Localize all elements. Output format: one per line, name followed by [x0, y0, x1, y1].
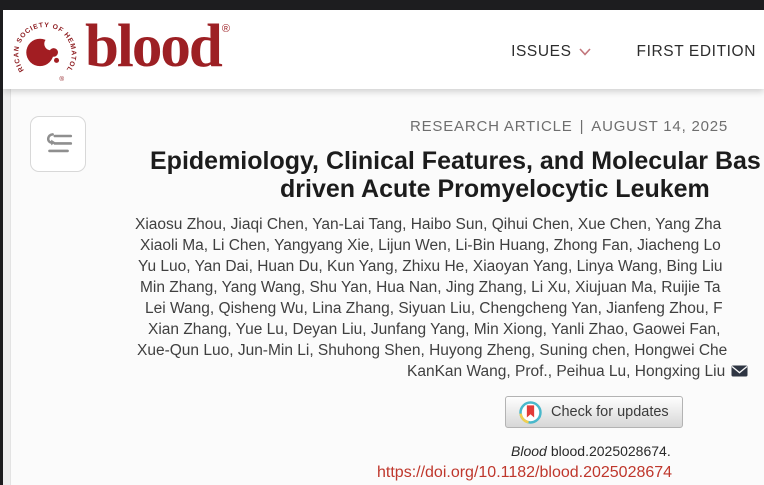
article-title-line-1: Epidemiology, Clinical Features, and Mol…	[150, 147, 761, 175]
crossmark-icon	[519, 400, 542, 424]
table-of-contents-button[interactable]	[30, 116, 86, 172]
author-line[interactable]: Xiaoli Ma, Li Chen, Yangyang Xie, Lijun …	[140, 237, 721, 254]
doi-link[interactable]: https://doi.org/10.1182/blood.2025028674	[377, 464, 673, 481]
author-line[interactable]: Xiaosu Zhou, Jiaqi Chen, Yan-Lai Tang, H…	[135, 216, 722, 233]
kicker-separator: |	[579, 118, 585, 135]
article-title-line-2: driven Acute Promyelocytic Leukem	[280, 175, 710, 203]
chevron-down-icon	[578, 48, 591, 56]
citation: Blood blood.2025028674.	[511, 443, 671, 459]
article-kicker: RESEARCH ARTICLE | AUGUST 14, 2025	[410, 118, 728, 135]
left-edge-bar	[0, 0, 3, 485]
author-line: KanKan Wang, Prof., Peihua Lu, Hongxing …	[407, 363, 748, 381]
article-date: AUGUST 14, 2025	[591, 118, 729, 135]
citation-id: blood.2025028674.	[550, 443, 671, 459]
nav-first-edition[interactable]: FIRST EDITION	[637, 43, 756, 61]
ash-registered-mark: ®	[59, 75, 64, 83]
article-type-label[interactable]: RESEARCH ARTICLE	[410, 118, 573, 135]
nav-issues[interactable]: ISSUES	[511, 43, 591, 61]
main-nav: ISSUES FIRST EDITION	[511, 43, 756, 61]
ash-logo-icon: AMERICAN SOCIETY OF HEMATOLOGY ®	[9, 15, 76, 83]
check-for-updates-button[interactable]: Check for updates	[505, 396, 683, 428]
site-header: AMERICAN SOCIETY OF HEMATOLOGY ® blood ®…	[3, 10, 764, 89]
blood-cells-glyph	[26, 37, 60, 67]
issues-label: ISSUES	[511, 43, 572, 60]
check-for-updates-label: Check for updates	[551, 404, 669, 420]
author-line[interactable]: Yu Luo, Yan Dai, Huan Du, Kun Yang, Zhix…	[138, 258, 723, 275]
registered-mark: ®	[221, 23, 230, 35]
correspondence-envelope-icon[interactable]	[731, 365, 748, 377]
top-edge-bar	[0, 0, 764, 10]
author-line[interactable]: Lei Wang, Qisheng Wu, Lina Zhang, Siyuan…	[145, 300, 723, 317]
toc-arrow-list-icon	[46, 133, 73, 153]
journal-logo[interactable]: AMERICAN SOCIETY OF HEMATOLOGY ® blood ®	[9, 15, 230, 87]
author-line[interactable]: Min Zhang, Yang Wang, Shu Yan, Hua Nan, …	[140, 279, 721, 296]
blood-wordmark: blood	[85, 13, 223, 80]
author-line[interactable]: Xue-Qun Luo, Jun-Min Li, Shuhong Shen, H…	[137, 342, 728, 359]
citation-journal: Blood	[511, 443, 547, 459]
first-edition-label: FIRST EDITION	[636, 43, 756, 60]
author-line[interactable]: Xian Zhang, Yue Lu, Deyan Liu, Junfang Y…	[148, 321, 721, 338]
author-line-text[interactable]: KanKan Wang, Prof., Peihua Lu, Hongxing …	[407, 363, 726, 380]
